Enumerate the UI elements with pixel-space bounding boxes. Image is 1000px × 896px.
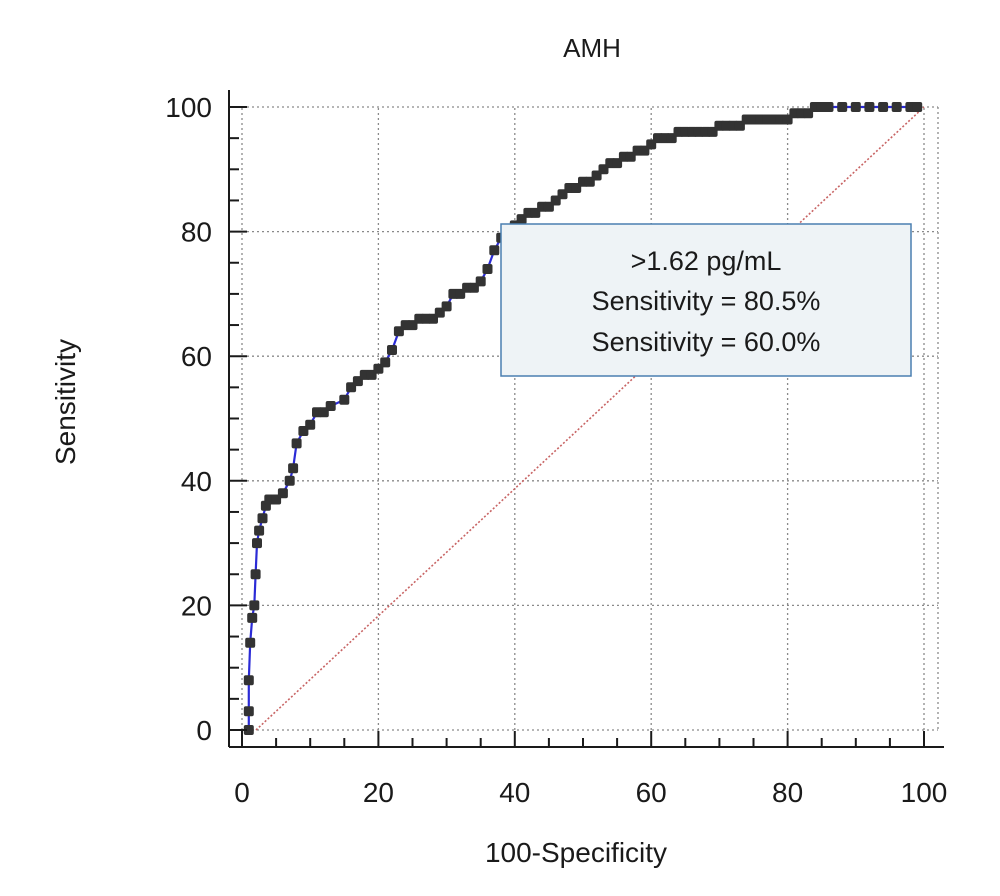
x-tick-label-20: 20 xyxy=(363,777,394,808)
x-tick-label-80: 80 xyxy=(772,777,803,808)
y-tick-label-100: 100 xyxy=(165,92,212,123)
roc-point xyxy=(864,102,875,112)
y-tick-label-80: 80 xyxy=(181,217,212,248)
roc-point xyxy=(837,102,848,112)
roc-point xyxy=(243,675,254,686)
roc-point xyxy=(277,488,288,499)
y-tick-label-0: 0 xyxy=(196,715,212,746)
roc-point xyxy=(891,102,902,112)
axes xyxy=(228,90,944,748)
roc-point xyxy=(252,538,262,549)
x-tick-label-0: 0 xyxy=(234,777,250,808)
roc-point xyxy=(254,525,265,536)
reference-line-group xyxy=(255,106,925,731)
roc-point xyxy=(387,345,397,355)
roc-point xyxy=(912,102,923,112)
roc-line xyxy=(247,105,918,730)
roc-point xyxy=(850,102,861,112)
x-axis-label: 100-Specificity xyxy=(485,837,667,868)
roc-point xyxy=(305,419,316,430)
y-tick-label-60: 60 xyxy=(181,341,212,372)
annotation-box-frame xyxy=(500,223,912,377)
reference-line xyxy=(255,106,925,731)
roc-point xyxy=(878,102,889,112)
roc-point xyxy=(380,357,391,368)
annotation-box: >1.62 pg/mL Sensitivity = 80.5% Sensitiv… xyxy=(500,223,912,377)
roc-point xyxy=(339,394,350,405)
roc-point xyxy=(823,102,834,112)
roc-point xyxy=(489,245,500,256)
annotation-line-3: Sensitivity = 60.0% xyxy=(592,327,821,357)
x-tick-label-100: 100 xyxy=(901,777,948,808)
x-tick-label-40: 40 xyxy=(499,777,530,808)
annotation-line-2: Sensitivity = 80.5% xyxy=(592,286,821,316)
y-tick-label-40: 40 xyxy=(181,466,212,497)
roc-point xyxy=(249,600,260,611)
roc-point xyxy=(475,276,486,287)
roc-point xyxy=(325,401,336,411)
annotation-line-1: >1.62 pg/mL xyxy=(631,246,782,276)
roc-point xyxy=(288,463,299,474)
roc-curve-group xyxy=(243,102,923,735)
roc-point xyxy=(243,706,254,717)
tick-labels: 0 20 40 60 80 100 0 20 40 60 80 100 xyxy=(165,92,947,808)
ticks xyxy=(229,106,925,747)
roc-point xyxy=(284,475,295,486)
roc-point xyxy=(482,264,493,274)
roc-point xyxy=(247,612,258,623)
roc-point xyxy=(441,301,452,312)
roc-point xyxy=(250,569,261,580)
y-tick-label-20: 20 xyxy=(181,590,212,621)
roc-point xyxy=(245,637,256,648)
x-tick-label-60: 60 xyxy=(636,777,667,808)
chart-title: AMH xyxy=(563,33,621,63)
roc-point xyxy=(243,725,254,735)
roc-point xyxy=(291,438,302,449)
roc-point xyxy=(257,513,268,524)
y-axis-label: Sensitivity xyxy=(50,339,81,465)
